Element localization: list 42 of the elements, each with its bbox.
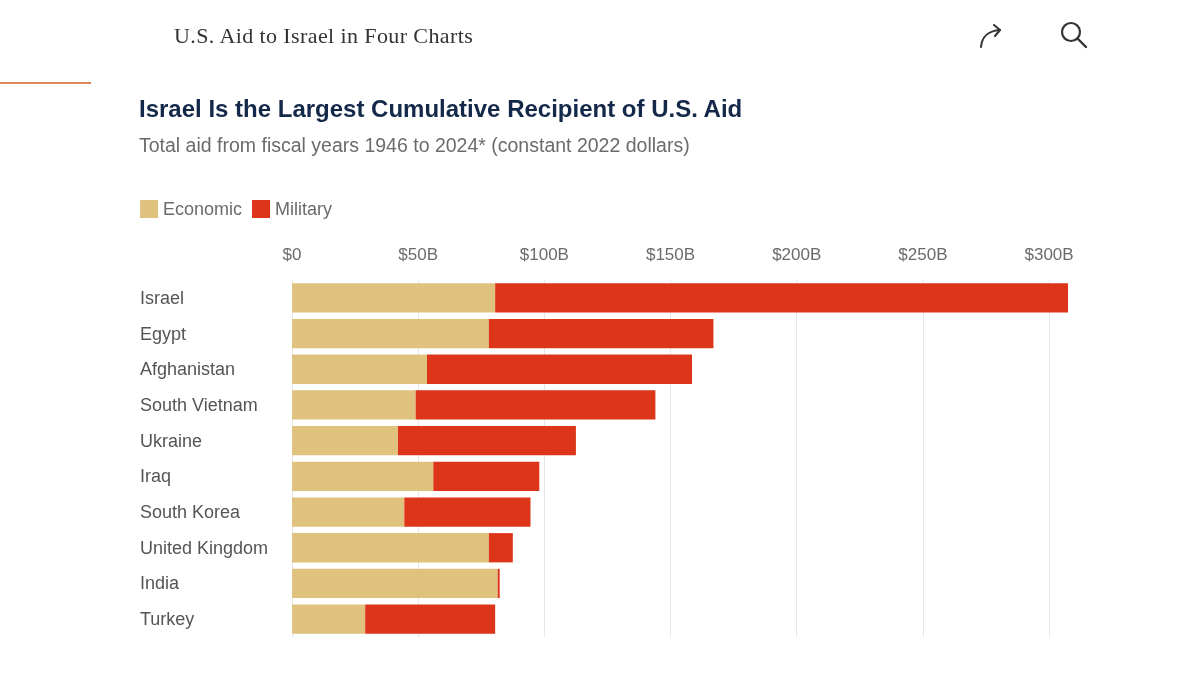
- y-tick-label: South Korea: [140, 502, 242, 523]
- y-tick-label: India: [140, 573, 181, 594]
- chart-subtitle: Total aid from fiscal years 1946 to 2024* (constant 2022 dollars): [139, 134, 690, 156]
- x-tick-label: $150B: [645, 245, 696, 264]
- y-tick-label: South Vietnam: [140, 394, 258, 415]
- x-tick-label: $300B: [1024, 245, 1074, 264]
- bar: [488, 533, 513, 563]
- bar: [415, 390, 656, 420]
- legend-label: Economic: [163, 199, 243, 219]
- x-tick-label: $250B: [898, 245, 948, 264]
- bar: [427, 354, 692, 384]
- bar: [292, 533, 489, 563]
- x-tick-label: $0: [282, 245, 302, 264]
- x-tick-label: $200B: [772, 245, 822, 264]
- y-tick-label: Ukraine: [140, 430, 203, 451]
- bar: [488, 318, 714, 349]
- bar: [292, 568, 498, 599]
- bar: [292, 318, 489, 349]
- y-tick-label: Iraq: [140, 466, 172, 487]
- legend-label: Military: [275, 199, 333, 219]
- bar: [365, 604, 496, 634]
- bar: [292, 461, 434, 491]
- bar: [292, 604, 366, 634]
- text: U.S. Aid to Israel in Four Charts: [174, 23, 474, 49]
- bar: [404, 497, 531, 527]
- bar: [292, 354, 428, 384]
- x-tick-label: $50B: [398, 245, 439, 264]
- bar: [495, 283, 1068, 313]
- bar: [292, 283, 496, 313]
- bar: [497, 568, 500, 599]
- chart-title: Israel Is the Largest Cumulative Recipient of U.S. Aid: [139, 94, 743, 122]
- y-tick-label: Israel: [140, 287, 185, 308]
- y-tick-label: Turkey: [140, 609, 195, 630]
- y-tick-label: Afghanistan: [140, 359, 236, 380]
- bar: [292, 426, 398, 456]
- bar: [397, 426, 576, 456]
- bar: [292, 390, 416, 420]
- bar: [433, 461, 540, 491]
- x-tick-label: $100B: [519, 245, 569, 264]
- y-tick-label: Egypt: [140, 323, 187, 344]
- y-tick-label: United Kingdom: [140, 537, 269, 558]
- bar: [292, 497, 405, 527]
